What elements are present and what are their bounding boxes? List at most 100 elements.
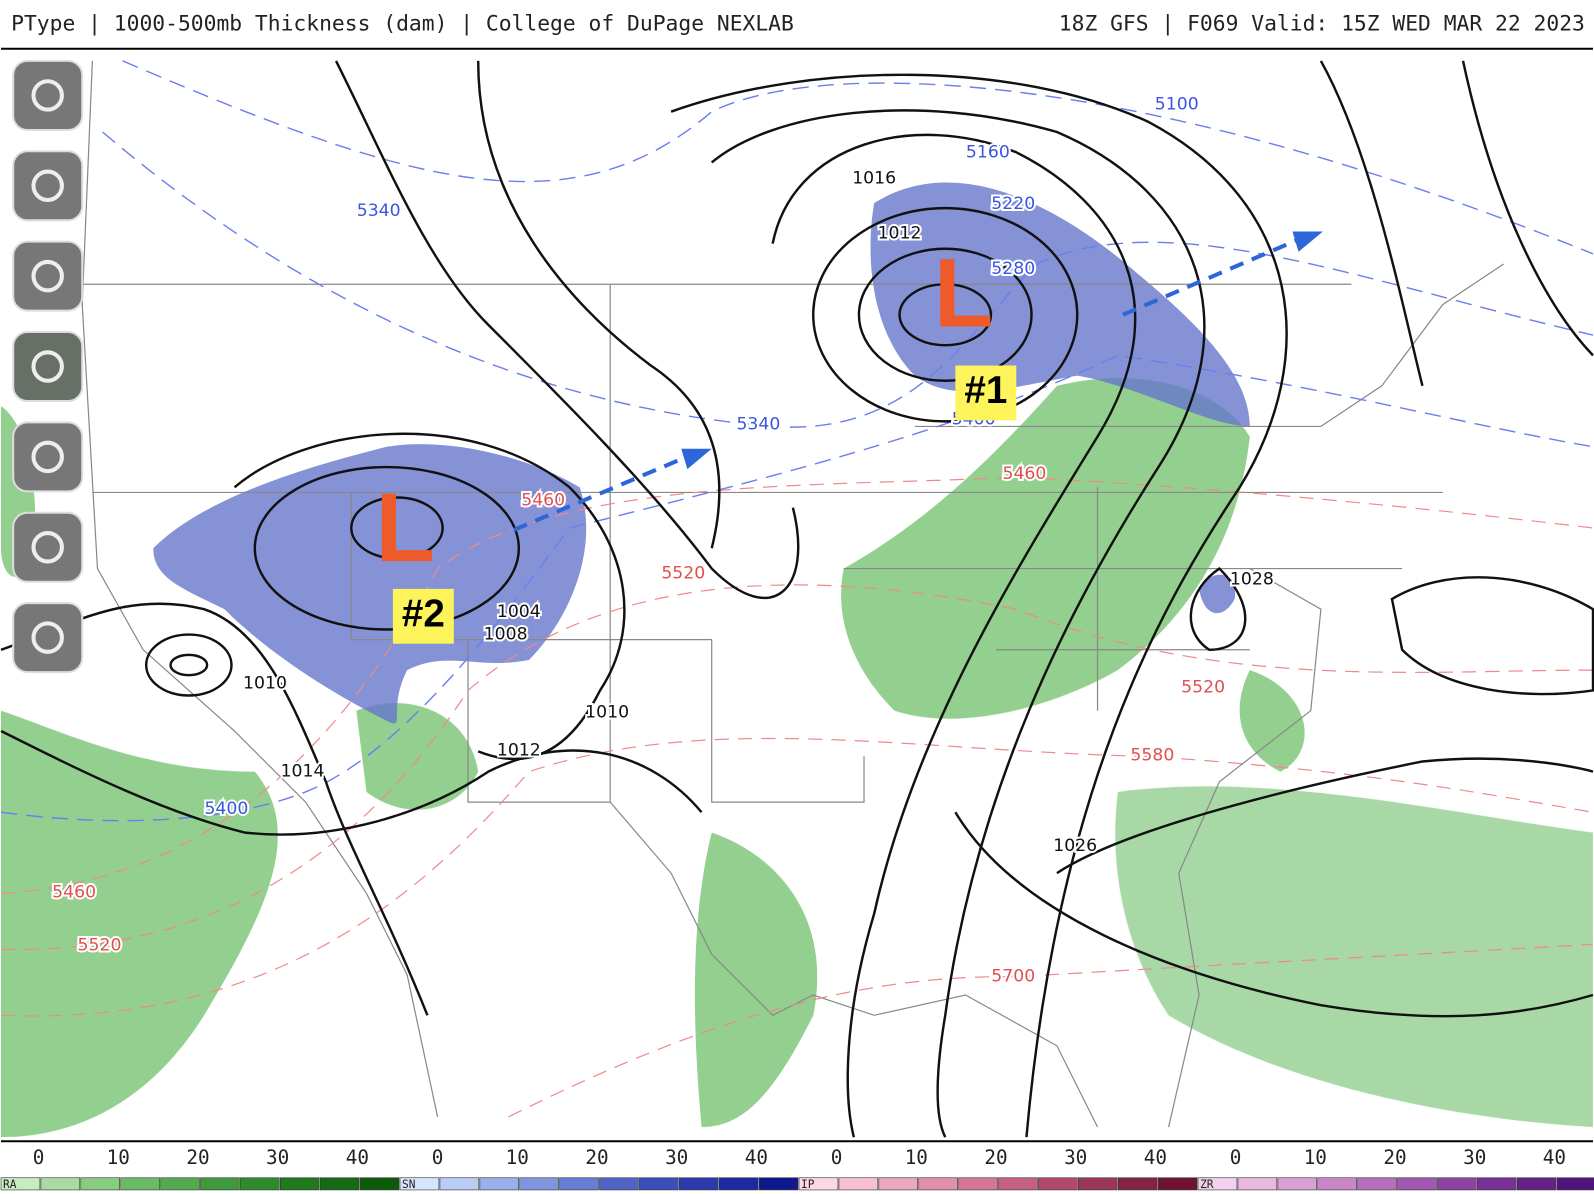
settings-button[interactable] (12, 150, 84, 222)
legend-tick-label: 40 (1543, 1146, 1566, 1169)
button-icon (31, 440, 64, 474)
legend-swatch (1317, 1177, 1357, 1191)
legend-swatch (1357, 1177, 1397, 1191)
legend-swatch (0, 1177, 41, 1191)
tag-box (392, 588, 454, 644)
arrow-heads (681, 231, 1323, 470)
legend-swatch (240, 1177, 280, 1191)
button-bg (12, 511, 84, 583)
isobar-label: 1014 (281, 762, 325, 782)
legend-swatch (280, 1177, 320, 1191)
legend-swatch (120, 1177, 160, 1191)
low-marker: L (375, 473, 435, 582)
legend-swatch (359, 1177, 400, 1191)
button-icon (31, 79, 64, 112)
low-marker: L (934, 238, 994, 347)
swap-button[interactable] (12, 240, 84, 312)
thickness-label: 5520 (1181, 677, 1225, 697)
isobar-label: 1004 (497, 602, 541, 622)
isobar-label: 1010 (585, 703, 629, 723)
button-bg (12, 602, 84, 674)
alert-button[interactable] (12, 421, 84, 493)
legend-swatch (1117, 1177, 1158, 1191)
precip-blue (153, 182, 1250, 724)
legend-swatch (878, 1177, 919, 1191)
legend-tick-label: 0 (432, 1146, 444, 1169)
thickness-label: 5100 (1155, 95, 1199, 115)
legend-swatch (40, 1177, 81, 1191)
legend-swatch (758, 1177, 799, 1191)
download-button[interactable] (12, 602, 84, 674)
button-bg (12, 150, 84, 222)
legend-swatch (1437, 1177, 1477, 1191)
button-bg (12, 59, 84, 131)
button-icon (31, 621, 64, 654)
thickness-label: 5520 (661, 564, 705, 584)
button-icon (31, 531, 64, 564)
button-bg (12, 240, 84, 312)
legend-swatch (798, 1177, 839, 1191)
map-button[interactable] (12, 59, 84, 131)
legend-tick-label: 40 (745, 1146, 768, 1169)
legend-swatch (1397, 1177, 1437, 1191)
legend-swatch (998, 1177, 1038, 1191)
header-run: 18Z GFS | F069 Valid: 15Z WED MAR 22 202… (1059, 11, 1585, 36)
map-area: 1016 1012 1004 1008 1010 1010 1012 1014 … (0, 60, 1594, 1138)
legend-tick-label: 30 (1463, 1146, 1486, 1169)
legend-tick-label: 10 (107, 1146, 130, 1169)
thickness-label: 5460 (52, 882, 96, 902)
thickness-label: 5520 (78, 935, 122, 955)
legend-tick-label: 20 (186, 1146, 209, 1169)
tag-box (955, 365, 1017, 421)
thickness-label: 5580 (1130, 745, 1174, 765)
header-title: PType | 1000-500mb Thickness (dam) | Col… (11, 11, 794, 36)
isobar-label: 1010 (243, 673, 287, 693)
thickness-red (0, 476, 1594, 1118)
thickness-label: 5460 (1002, 464, 1046, 484)
low-tag: #1 (964, 369, 1007, 412)
thickness-label: 5160 (966, 142, 1010, 162)
legend: 0 10 20 30 40 RA 0 10 20 30 40 SN 0 10 20 30 40 IP 0 10 20 30… (0, 1146, 1594, 1191)
legend-swatch (479, 1177, 520, 1191)
thickness-blue (0, 60, 1594, 822)
legend-tick-label: 20 (984, 1146, 1007, 1169)
precip-green (1, 378, 1593, 1138)
legend-swatch (1516, 1177, 1557, 1191)
isobar-label: 1028 (1230, 570, 1274, 590)
legend-tick-label: 10 (905, 1146, 928, 1169)
legend-swatch (200, 1177, 240, 1191)
thickness-label: 5400 (204, 799, 248, 819)
legend-swatch (1197, 1177, 1238, 1191)
legend-category: ZR (1200, 1178, 1214, 1191)
legend-swatch (599, 1177, 639, 1191)
legend-swatch (679, 1177, 719, 1191)
toolbar (12, 59, 84, 674)
legend-tick-label: 20 (1383, 1146, 1406, 1169)
legend-category: IP (801, 1178, 815, 1191)
button-icon (31, 350, 64, 383)
legend-tick-label: 0 (33, 1146, 45, 1169)
legend-swatch (319, 1177, 360, 1191)
legend-swatch (519, 1177, 559, 1191)
legend-tick-label: 40 (1144, 1146, 1167, 1169)
legend-tick-label: 10 (506, 1146, 529, 1169)
share-button[interactable] (12, 511, 84, 583)
legend-tick-label: 0 (1230, 1146, 1242, 1169)
isobar-label: 1016 (852, 169, 896, 189)
legend-swatch (1038, 1177, 1078, 1191)
legend-swatch (1157, 1177, 1198, 1191)
thickness-label: 5280 (991, 259, 1035, 279)
thickness-label: 5220 (991, 194, 1035, 214)
legend-tick-label: 20 (585, 1146, 608, 1169)
legend-swatch (559, 1177, 599, 1191)
button-icon (31, 259, 64, 293)
thickness-label: 5340 (736, 414, 780, 434)
legend-tick-label: 30 (266, 1146, 289, 1169)
legend-swatch (1477, 1177, 1517, 1191)
legend-swatch (1237, 1177, 1278, 1191)
legend-swatch (918, 1177, 958, 1191)
isobar-label: 1008 (484, 625, 528, 645)
help-button[interactable] (12, 330, 84, 403)
isobar-label: 1026 (1053, 836, 1097, 856)
